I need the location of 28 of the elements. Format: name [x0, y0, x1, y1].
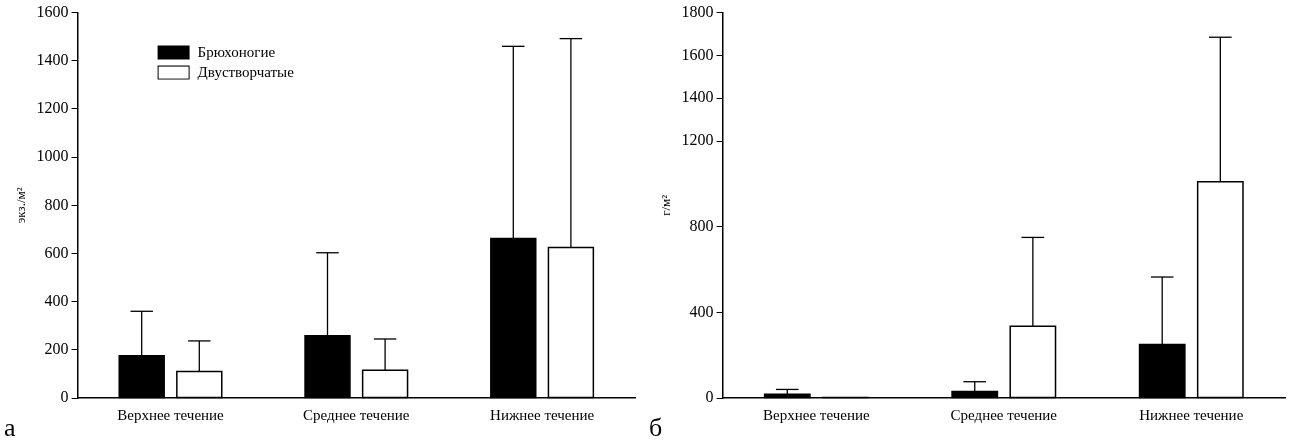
y-tick-label: 1400: [36, 50, 69, 68]
legend-label: Брюхоногие: [197, 43, 276, 60]
y-tick-label: 1400: [681, 88, 714, 106]
y-axis-title: г/м²: [658, 194, 674, 216]
y-tick-label: 400: [689, 302, 714, 320]
y-tick-label: 600: [44, 243, 69, 261]
x-tick-label: Среднее течение: [950, 406, 1058, 423]
legend-label: Двустворчатые: [197, 63, 295, 80]
y-tick-label: 1200: [681, 131, 714, 149]
y-tick-label: 1800: [681, 2, 714, 20]
x-tick-label: Верхнее течение: [763, 406, 870, 423]
x-tick-label: Нижнее течение: [1139, 406, 1244, 423]
text: а: [4, 412, 16, 442]
x-tick-label: Верхнее течение: [117, 406, 225, 423]
y-axis-title: экз./м²: [13, 187, 29, 224]
y-tick-label: 0: [705, 388, 714, 406]
y-tick-label: 1200: [36, 99, 69, 117]
x-tick-label: Нижнее течение: [490, 406, 595, 423]
y-tick-label: 1600: [681, 45, 714, 63]
x-tick-label: Среднее течение: [303, 406, 410, 423]
text: б: [649, 412, 663, 442]
y-tick-label: 0: [60, 388, 69, 406]
y-tick-label: 1000: [36, 147, 69, 165]
y-tick-label: 200: [44, 340, 69, 358]
y-tick-label: 400: [44, 291, 69, 309]
y-tick-label: 800: [44, 195, 69, 213]
y-tick-label: 800: [689, 216, 714, 234]
y-tick-label: 1600: [36, 2, 69, 20]
